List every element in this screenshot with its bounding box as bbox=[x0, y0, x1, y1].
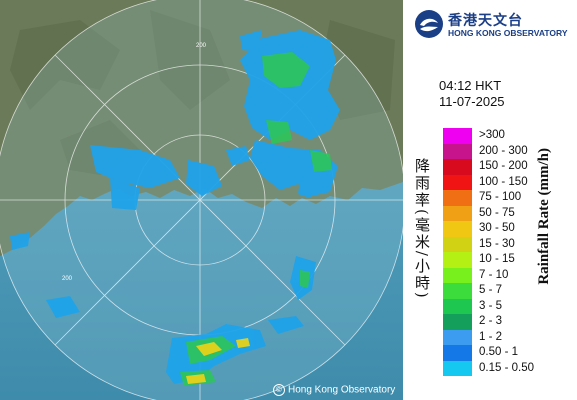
axis-title-cn: 降雨率(毫米/小時) bbox=[412, 158, 432, 358]
legend-swatch bbox=[443, 128, 472, 144]
legend-swatch bbox=[443, 267, 472, 283]
range-label-200: 200 bbox=[62, 276, 73, 282]
legend-swatch bbox=[443, 345, 472, 361]
legend-label: 1 - 2 bbox=[479, 330, 503, 343]
axis-title-en-text: Rainfall Rate (mm/h) bbox=[536, 148, 552, 285]
legend-swatch bbox=[443, 360, 472, 376]
radar-date: 11-07-2025 bbox=[439, 94, 505, 109]
legend-row: 5 - 7 bbox=[443, 283, 563, 299]
radar-time: 04:12 HKT bbox=[439, 78, 502, 93]
legend-row: 100 - 150 bbox=[443, 174, 563, 190]
legend-row: >300 bbox=[443, 128, 563, 144]
legend-label: 75 - 100 bbox=[479, 191, 522, 203]
legend-swatch bbox=[443, 252, 472, 268]
legend-label: 0.15 - 0.50 bbox=[479, 361, 534, 374]
range-label-200: 200 bbox=[196, 43, 207, 49]
legend-swatch bbox=[443, 174, 472, 190]
radar-map: 200 200 200 bbox=[0, 0, 403, 400]
legend-swatch bbox=[443, 298, 472, 314]
logo-name-en: HONG KONG OBSERVATORY bbox=[448, 28, 568, 38]
logo-name-cn: 香港天文台 bbox=[448, 13, 523, 29]
rain-echoes-heavy bbox=[186, 338, 250, 384]
land-texture bbox=[10, 10, 395, 175]
legend-label: 0.50 - 1 bbox=[479, 346, 518, 358]
legend-label: 2 - 3 bbox=[479, 315, 503, 327]
legend-label: 15 - 30 bbox=[479, 237, 515, 250]
legend-row: 75 - 100 bbox=[443, 190, 563, 206]
legend-swatch bbox=[443, 221, 472, 237]
copyright-icon: © bbox=[273, 384, 285, 396]
legend-label: >300 bbox=[479, 129, 505, 141]
copyright-notice: © Hong Kong Observatory bbox=[273, 384, 395, 396]
legend-swatch bbox=[443, 205, 472, 221]
legend-label: 10 - 15 bbox=[479, 253, 515, 265]
legend-swatch bbox=[443, 159, 472, 175]
legend-row: 2 - 3 bbox=[443, 314, 563, 330]
rainfall-legend: >300 200 - 300 150 - 200 100 - 150 75 - 100 5… bbox=[443, 128, 563, 376]
legend-row: 0.50 - 1 bbox=[443, 345, 563, 361]
legend-label: 3 - 5 bbox=[479, 299, 503, 312]
legend-swatch bbox=[443, 314, 472, 330]
legend-row: 10 - 15 bbox=[443, 252, 563, 268]
legend-label: 100 - 150 bbox=[479, 175, 528, 188]
legend-label: 5 - 7 bbox=[479, 284, 503, 296]
axis-title-en: Rainfall Rate (mm/h) bbox=[536, 148, 558, 348]
axis-title-cn-text: 降雨率(毫米/小時) bbox=[413, 158, 431, 300]
legend-swatch bbox=[443, 236, 472, 252]
legend-row: 30 - 50 bbox=[443, 221, 563, 237]
legend-label: 7 - 10 bbox=[479, 268, 509, 281]
legend-swatch bbox=[443, 190, 472, 206]
hko-logo: 香港天文台 HONG KONG OBSERVATORY bbox=[414, 7, 574, 43]
legend-row: 0.15 - 0.50 bbox=[443, 360, 563, 376]
legend-panel: 香港天文台 HONG KONG OBSERVATORY 04:12 HKT 11… bbox=[403, 0, 577, 400]
legend-row: 200 - 300 bbox=[443, 143, 563, 159]
legend-row: 50 - 75 bbox=[443, 205, 563, 221]
legend-swatch bbox=[443, 283, 472, 299]
legend-swatch bbox=[443, 143, 472, 159]
legend-label: 200 - 300 bbox=[479, 144, 528, 157]
legend-row: 150 - 200 bbox=[443, 159, 563, 175]
legend-swatch bbox=[443, 329, 472, 345]
legend-row: 7 - 10 bbox=[443, 267, 563, 283]
legend-label: 50 - 75 bbox=[479, 206, 515, 219]
legend-row: 15 - 30 bbox=[443, 236, 563, 252]
legend-label: 30 - 50 bbox=[479, 222, 515, 234]
legend-label: 150 - 200 bbox=[479, 160, 528, 172]
legend-row: 3 - 5 bbox=[443, 298, 563, 314]
copyright-text: Hong Kong Observatory bbox=[288, 384, 396, 396]
hko-emblem-icon bbox=[415, 10, 443, 38]
legend-row: 1 - 2 bbox=[443, 329, 563, 345]
